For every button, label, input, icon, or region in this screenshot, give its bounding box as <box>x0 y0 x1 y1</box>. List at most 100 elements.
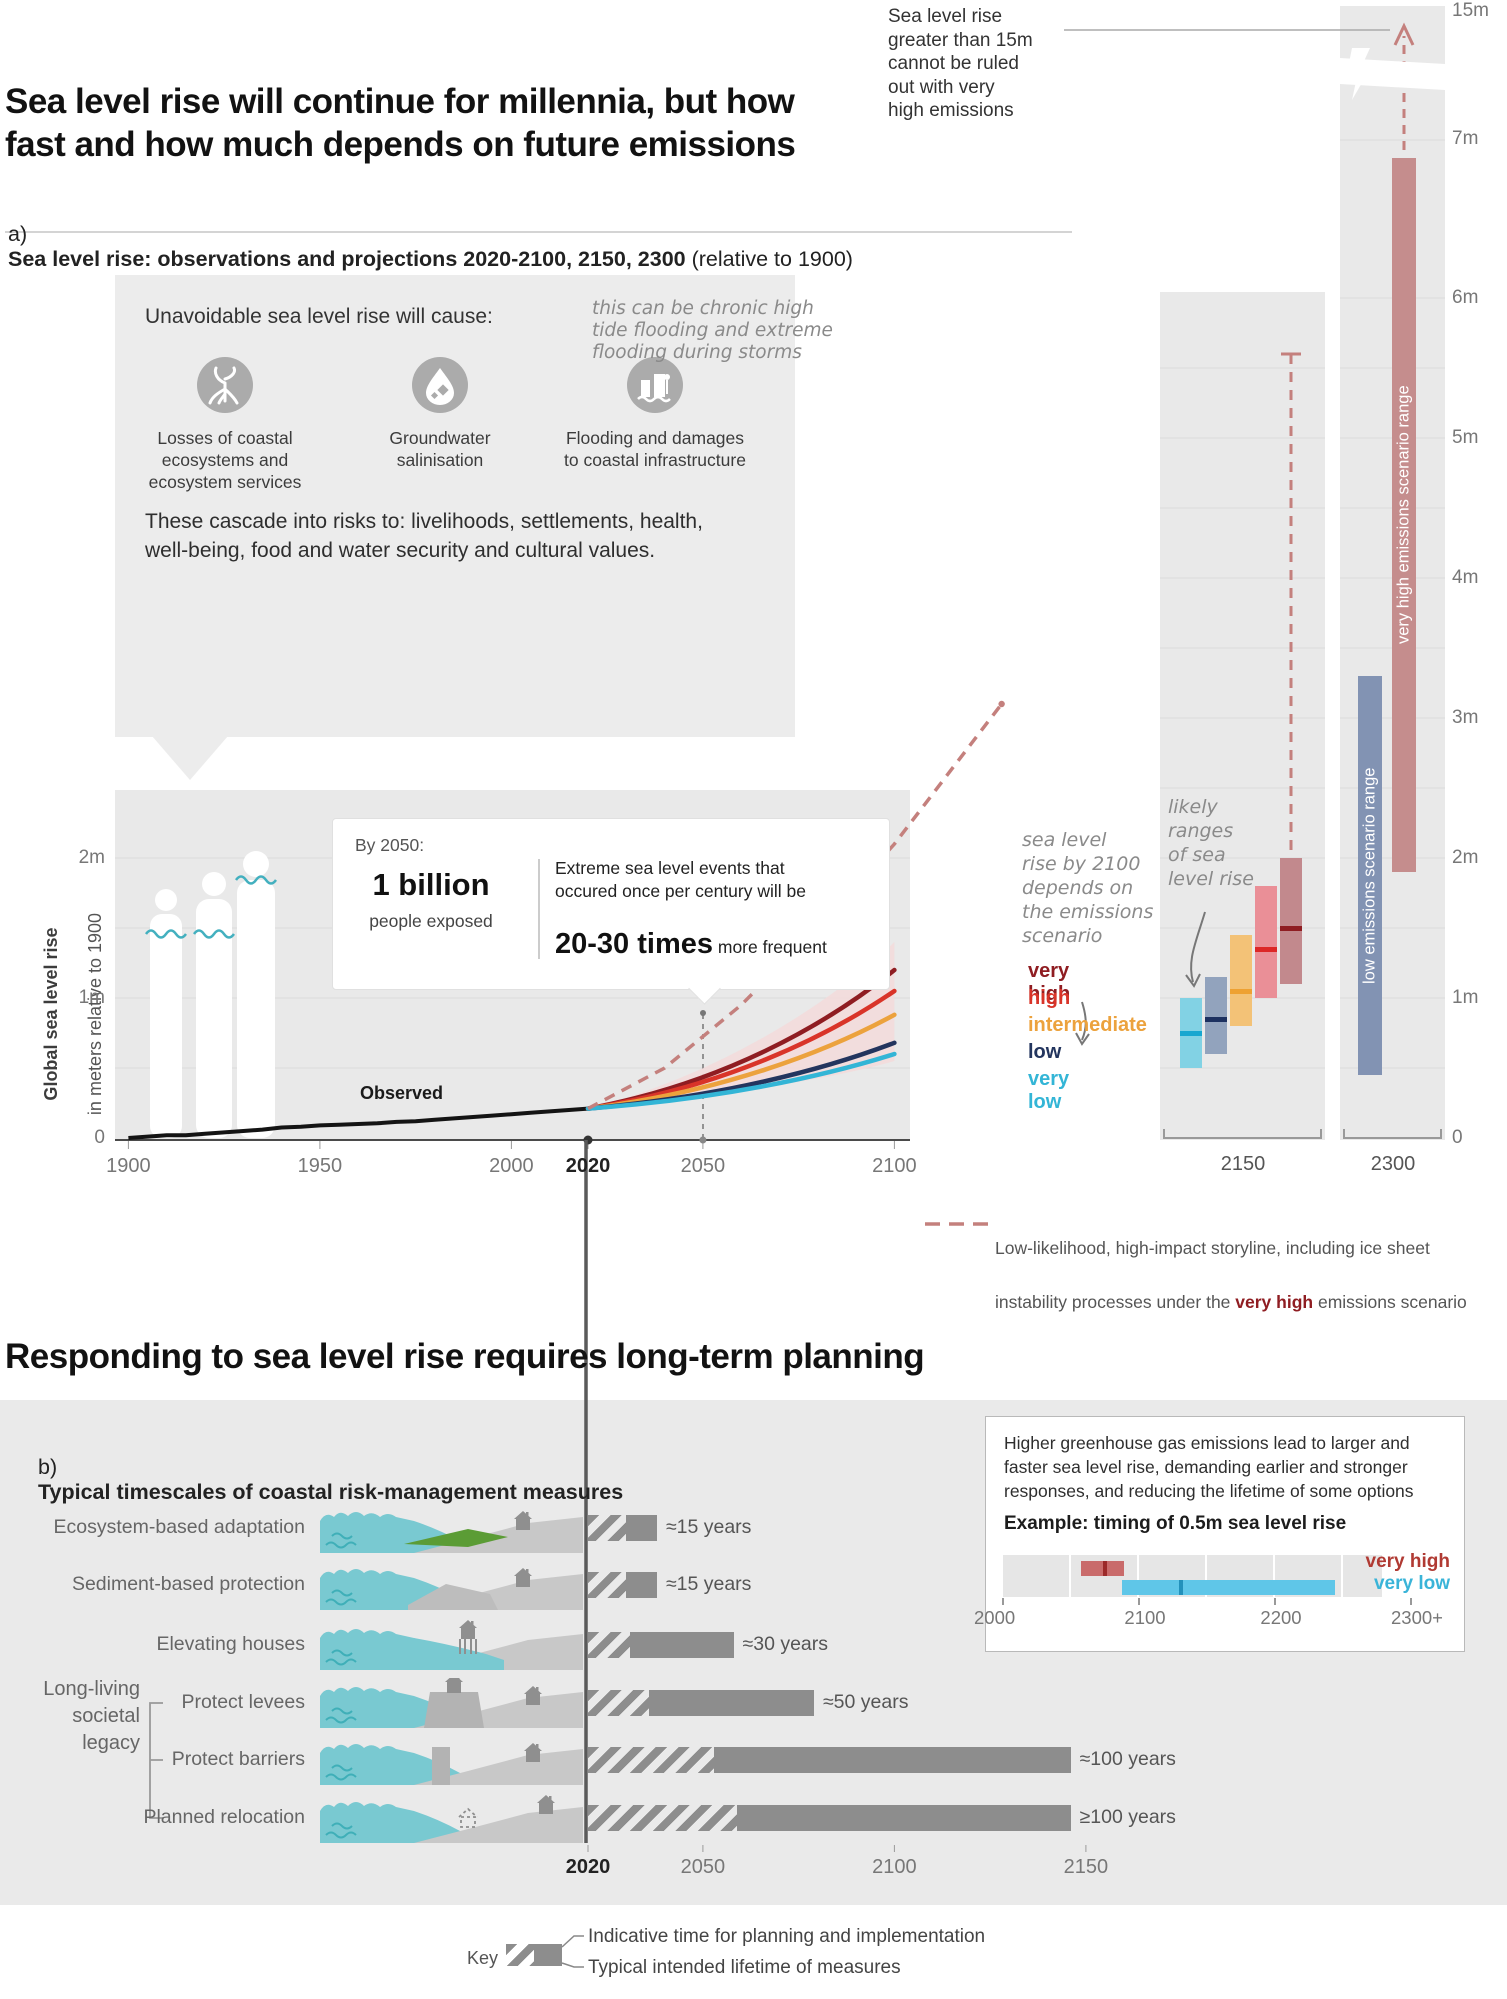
inset-axis-2100: 2100 <box>1124 1607 1166 1628</box>
bubble-intro: By 2050: <box>355 835 425 855</box>
key-line2: Typical intended lifetime of measures <box>588 1957 901 1978</box>
ecosystem-scene <box>318 1503 583 1553</box>
scenario-note: sea level rise by 2100 depends on the em… <box>1022 829 1154 947</box>
storyline-key-bold: very high <box>1235 1292 1314 1312</box>
inset-axis-2200: 2200 <box>1260 1607 1302 1628</box>
measure-label-2: Elevating houses <box>156 1633 305 1655</box>
inset-axis-tick <box>1410 1598 1412 1605</box>
panel-b-x-tick-2100: 2100 <box>872 1856 917 1878</box>
bubble-stat-value: 1 billion <box>372 867 490 902</box>
y-axis-label: Global sea level rise in meters relative… <box>18 882 106 1146</box>
range-bar-label: very high emissions scenario range <box>1394 385 1413 645</box>
panel-year-2150: 2150 <box>1220 1153 1266 1175</box>
storyline-key-line2: instability processes under the <box>995 1292 1236 1312</box>
key-label: Key <box>466 1948 498 1968</box>
x-tick-2050: 2050 <box>680 1155 726 1177</box>
measure-duration-3: ≈50 years <box>822 1691 909 1713</box>
panel-a-prefix: a) <box>8 222 28 246</box>
measure-planning-bar-4 <box>588 1747 715 1773</box>
measure-duration-2: ≈30 years <box>742 1633 829 1655</box>
measure-lifetime-bar-4 <box>714 1747 1071 1773</box>
likely-range-bar-very-low <box>1180 998 1202 1068</box>
inset-very-low-median <box>1178 1580 1183 1595</box>
heading-divider <box>5 231 1072 233</box>
inset-axis-2300+: 2300+ <box>1391 1607 1443 1628</box>
bubble-divider <box>538 859 540 959</box>
flood-icon <box>627 357 683 413</box>
panel-a-heading: a) Sea level rise: observations and proj… <box>8 197 853 272</box>
panel-a-heading-suffix: (relative to 1900) <box>685 247 853 271</box>
measure-label-0: Ecosystem-based adaptation <box>53 1516 305 1538</box>
inset-axis-tick <box>1274 1598 1276 1605</box>
y-tick-0: 0 <box>94 1127 105 1148</box>
top-note: Sea level rise greater than 15m cannot b… <box>888 6 1033 121</box>
right-axis-0: 0 <box>1452 1127 1463 1148</box>
measure-duration-5: ≥100 years <box>1079 1806 1176 1828</box>
right-axis-5m: 5m <box>1452 427 1479 448</box>
measure-duration-4: ≈100 years <box>1079 1748 1176 1770</box>
barrier-scene <box>318 1735 583 1785</box>
by-2050-bubble: By 2050: 1 billion people exposed Extrem… <box>332 818 890 1005</box>
inset-strip <box>1003 1555 1069 1597</box>
impact-caption: Losses of coastal ecosystems and ecosyst… <box>148 428 302 492</box>
measure-label-3: Protect levees <box>181 1691 305 1713</box>
callout-title: Unavoidable sea level rise will cause: <box>145 305 493 328</box>
measure-lifetime-bar-1 <box>626 1572 657 1598</box>
panel-b-x-tick-2020: 2020 <box>565 1856 611 1878</box>
inset-axis-tick <box>1138 1598 1140 1605</box>
likely-range-bar-very-high <box>1280 858 1302 984</box>
mangrove-icon <box>197 357 253 413</box>
elevated-house-scene <box>318 1620 583 1670</box>
inset-text: Higher greenhouse gas emissions lead to … <box>1004 1433 1414 1501</box>
median-line <box>1230 988 1252 994</box>
inset-very-high-label: very high <box>1365 1551 1450 1572</box>
legend-intermediate: intermediate <box>1028 1014 1147 1036</box>
inset-axis-tick <box>1002 1598 1004 1605</box>
median-line <box>1280 925 1302 931</box>
inset-example: Example: timing of 0.5m sea level rise <box>1004 1513 1347 1534</box>
x-tick-1900: 1900 <box>106 1155 151 1177</box>
right-axis-15m: 15m <box>1452 0 1489 21</box>
inset-very-high-median <box>1102 1561 1107 1576</box>
right-axis-7m: 7m <box>1452 128 1479 149</box>
y-tick-1m: 1m <box>78 987 105 1008</box>
measure-duration-1: ≈15 years <box>665 1573 752 1595</box>
measure-planning-bar-5 <box>588 1805 738 1831</box>
legend-very-high: very high <box>1028 960 1071 1005</box>
impact-caption: Flooding and damages to coastal infrastr… <box>564 428 746 470</box>
inset-strip <box>1343 1555 1382 1597</box>
impact-caption: Groundwater salinisation <box>389 428 491 470</box>
bubble-right-text: Extreme sea level events that occured on… <box>555 858 806 901</box>
right-axis-1m: 1m <box>1452 987 1479 1008</box>
measure-label-1: Sediment-based protection <box>71 1573 305 1595</box>
cascade-text: These cascade into risks to: livelihoods… <box>145 510 703 562</box>
measure-label-4: Protect barriers <box>171 1748 305 1770</box>
right-axis-6m: 6m <box>1452 287 1479 308</box>
group-label-long-living: Long-living societal legacy <box>43 1678 140 1754</box>
median-line <box>1255 946 1277 952</box>
x-tick-1950: 1950 <box>297 1155 343 1177</box>
panel-a-heading-text: Sea level rise: observations and project… <box>8 247 686 271</box>
flood-note: this can be chronic high tide flooding a… <box>592 298 833 363</box>
legend-high: high <box>1028 987 1071 1009</box>
observed-label: Observed <box>360 1083 444 1103</box>
page-title: Sea level rise will continue for millenn… <box>5 82 796 164</box>
legend-low: low <box>1028 1041 1062 1063</box>
inset-axis-2000: 2000 <box>974 1607 1016 1628</box>
measure-planning-bar-1 <box>588 1572 627 1598</box>
measure-lifetime-bar-2 <box>630 1632 734 1658</box>
likely-range-bar-intermediate <box>1230 935 1252 1026</box>
key-solid-swatch <box>534 1944 562 1966</box>
timing-mini-chart: 2000 2100 2200 2300+ <box>974 1417 1464 1651</box>
emissions-inset-box: Higher greenhouse gas emissions lead to … <box>974 1416 1465 1652</box>
right-axis-3m: 3m <box>1452 707 1479 728</box>
storyline-key-line1: Low-likelihood, high-impact storyline, i… <box>995 1238 1430 1258</box>
x-tick-2100: 2100 <box>872 1155 917 1177</box>
measure-label-5: Planned relocation <box>143 1806 305 1828</box>
bubble-big-suffix: more frequent <box>713 937 827 957</box>
bubble-big-value: 20-30 times <box>555 928 713 960</box>
sediment-scene <box>318 1560 583 1610</box>
median-line <box>1180 1030 1202 1036</box>
inset-very-low-bar <box>1121 1580 1336 1595</box>
